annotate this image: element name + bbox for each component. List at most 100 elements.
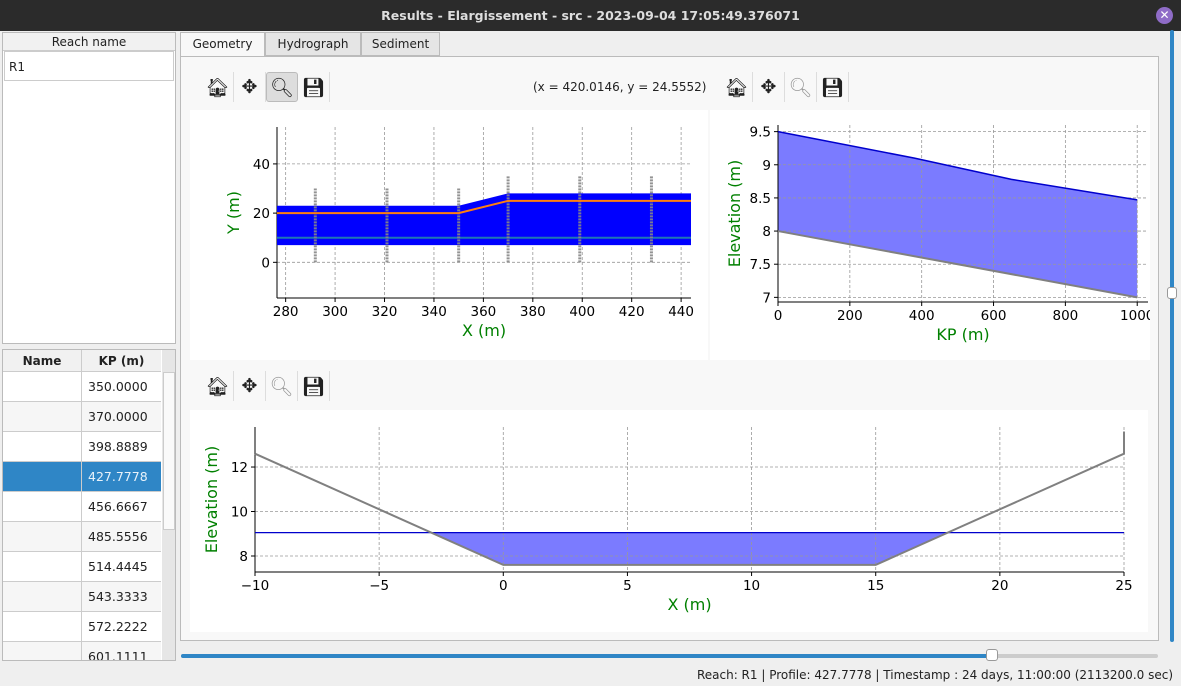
home-icon[interactable]: 🏠︎ (721, 72, 753, 102)
row-name (3, 642, 82, 660)
timeline-slider-handle[interactable] (985, 649, 998, 661)
home-icon[interactable]: 🏠︎ (202, 371, 234, 401)
y-tick-label: 0 (261, 255, 270, 271)
x-tick-label: 1000 (1120, 308, 1150, 324)
close-icon[interactable]: ✕ (1156, 7, 1173, 24)
y-tick-label: 9.5 (750, 125, 771, 141)
y-axis-label: Elevation (m) (725, 160, 744, 267)
water-area (431, 532, 948, 565)
plot-background (190, 410, 1148, 632)
table-row[interactable]: 514.4445 (3, 552, 161, 582)
row-name (3, 462, 82, 491)
x-tick-label: 15 (867, 578, 884, 594)
toolbar-profile: 🏠︎ ✥ 🔍︎ 💾︎ (721, 72, 849, 102)
status-bar: Reach: R1 | Profile: 427.7778 | Timestam… (696, 668, 1173, 682)
row-kp: 543.3333 (88, 589, 148, 604)
y-tick-label: 8 (762, 224, 771, 240)
pan-icon[interactable]: ✥ (234, 371, 266, 401)
row-name (3, 372, 82, 401)
table-scrollbar[interactable] (162, 350, 175, 660)
row-kp: 398.8889 (88, 439, 148, 454)
x-tick-label: 20 (991, 578, 1008, 594)
x-tick-label: −10 (241, 578, 270, 594)
zoom-icon[interactable]: 🔍︎ (266, 72, 298, 102)
home-icon[interactable]: 🏠︎ (202, 72, 234, 102)
pan-icon[interactable]: ✥ (234, 72, 266, 102)
water-line (777, 130, 1138, 201)
table-row[interactable]: 543.3333 (3, 582, 161, 612)
x-tick-label: 400 (569, 304, 595, 320)
table-row[interactable]: 350.0000 (3, 372, 161, 402)
toolbar-section: 🏠︎ ✥ 🔍︎ 💾︎ (202, 371, 330, 401)
table-row[interactable]: 485.5556 (3, 522, 161, 552)
longitudinal-profile-chart[interactable]: 0 200 400 600 800 1000 7 7.5 8 8.5 9 9.5 KP (m) Eleva… (710, 110, 1150, 360)
reach-list-header: Reach name (3, 33, 175, 51)
row-name (3, 522, 82, 551)
save-icon[interactable]: 💾︎ (298, 72, 330, 102)
x-tick-label: 200 (837, 308, 863, 324)
table-row[interactable]: 398.8889 (3, 432, 161, 462)
y-tick-label: 7.5 (750, 257, 771, 273)
x-axis-label: KP (m) (936, 325, 989, 344)
reach-line (277, 199, 691, 215)
reach-item[interactable]: R1 (4, 51, 174, 81)
tab-hydrograph[interactable]: Hydrograph (265, 32, 361, 56)
x-tick-label: 440 (668, 304, 694, 320)
vertical-slider[interactable] (1167, 30, 1177, 642)
plan-view-chart[interactable]: 280 300 320 340 360 380 400 420 440 0 20 40 X (m) Y (… (190, 110, 708, 360)
y-tick-label: 20 (253, 206, 270, 222)
x-tick-label: 25 (1115, 578, 1132, 594)
y-tick-label: 8 (239, 549, 248, 565)
x-tick-label: 280 (273, 304, 299, 320)
table-row[interactable]: 456.6667 (3, 492, 161, 522)
row-kp: 601.1111 (88, 649, 148, 661)
cross-section-chart[interactable]: −10 −5 0 5 10 15 20 25 8 10 12 X (m) Elevation (m) (190, 410, 1148, 632)
row-kp: 514.4445 (88, 559, 148, 574)
table-row[interactable]: 601.1111 (3, 642, 161, 661)
x-tick-label: 10 (743, 578, 760, 594)
pan-icon[interactable]: ✥ (753, 72, 785, 102)
y-axis-label: Elevation (m) (202, 446, 221, 553)
x-tick-label: 420 (619, 304, 645, 320)
window-title: Results - Elargissement - src - 2023-09-… (0, 0, 1181, 31)
x-tick-label: 800 (1052, 308, 1078, 324)
row-name (3, 582, 82, 611)
x-tick-label: −5 (369, 578, 389, 594)
table-row[interactable]: 427.7778 (3, 462, 161, 492)
y-axis-label: Y (m) (224, 191, 243, 235)
save-icon[interactable]: 💾︎ (298, 371, 330, 401)
row-kp: 572.2222 (88, 619, 148, 634)
x-tick-label: 0 (774, 308, 783, 324)
bed-line (777, 230, 1138, 299)
zoom-icon[interactable]: 🔍︎ (266, 371, 298, 401)
tab-geometry[interactable]: Geometry (180, 32, 265, 57)
x-axis-label: X (m) (462, 321, 506, 340)
column-header-name[interactable]: Name (3, 350, 82, 371)
water-area (778, 131, 1138, 298)
row-name (3, 492, 82, 521)
y-tick-label: 9 (762, 158, 771, 174)
timeline-slider[interactable] (181, 649, 1158, 661)
x-axis-label: X (m) (667, 595, 711, 614)
cursor-coords: (x = 420.0146, y = 24.5552) (533, 80, 707, 94)
zoom-icon[interactable]: 🔍︎ (785, 72, 817, 102)
row-kp: 350.0000 (88, 379, 148, 394)
y-tick-label: 7 (762, 290, 771, 306)
x-tick-label: 0 (499, 578, 508, 594)
tab-sediment[interactable]: Sediment (361, 32, 440, 56)
column-header-kp[interactable]: KP (m) (82, 350, 161, 371)
water-area (277, 193, 691, 246)
row-kp: 427.7778 (88, 469, 148, 484)
reach-list: Reach name R1 (2, 32, 176, 344)
table-row[interactable]: 370.0000 (3, 402, 161, 432)
table-row[interactable]: 572.2222 (3, 612, 161, 642)
save-icon[interactable]: 💾︎ (817, 72, 849, 102)
row-name (3, 552, 82, 581)
x-tick-label: 340 (421, 304, 447, 320)
row-kp: 485.5556 (88, 529, 148, 544)
toolbar-plan: 🏠︎ ✥ 🔍︎ 💾︎ (202, 72, 330, 102)
row-kp: 370.0000 (88, 409, 148, 424)
x-tick-label: 400 (909, 308, 935, 324)
row-name (3, 402, 82, 431)
x-tick-label: 360 (470, 304, 496, 320)
